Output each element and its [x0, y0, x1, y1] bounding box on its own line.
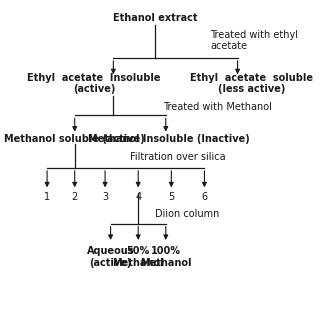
Text: Ethyl  acetate  Insoluble
(active): Ethyl acetate Insoluble (active)	[27, 73, 161, 94]
Text: Filtration over silica: Filtration over silica	[130, 152, 226, 162]
Text: Treated with Methanol: Treated with Methanol	[163, 102, 272, 112]
Text: 3: 3	[102, 192, 108, 202]
Text: Ethyl  acetate  soluble
(less active): Ethyl acetate soluble (less active)	[190, 73, 313, 94]
Text: Diion column: Diion column	[155, 209, 219, 219]
Text: Methanol Insoluble (Inactive): Methanol Insoluble (Inactive)	[88, 134, 249, 144]
Text: 2: 2	[72, 192, 78, 202]
Text: 1: 1	[44, 192, 50, 202]
Text: 50%
Methanol: 50% Methanol	[112, 246, 164, 268]
Text: Aqueous
(active): Aqueous (active)	[87, 246, 134, 268]
Text: 100%
Methanol: 100% Methanol	[140, 246, 192, 268]
Text: 4: 4	[135, 192, 141, 202]
Text: Treated with ethyl
acetate: Treated with ethyl acetate	[210, 30, 298, 51]
Text: 5: 5	[168, 192, 174, 202]
Text: Ethanol extract: Ethanol extract	[113, 13, 197, 23]
Text: Methanol soluble (active): Methanol soluble (active)	[4, 134, 145, 144]
Text: 6: 6	[201, 192, 207, 202]
